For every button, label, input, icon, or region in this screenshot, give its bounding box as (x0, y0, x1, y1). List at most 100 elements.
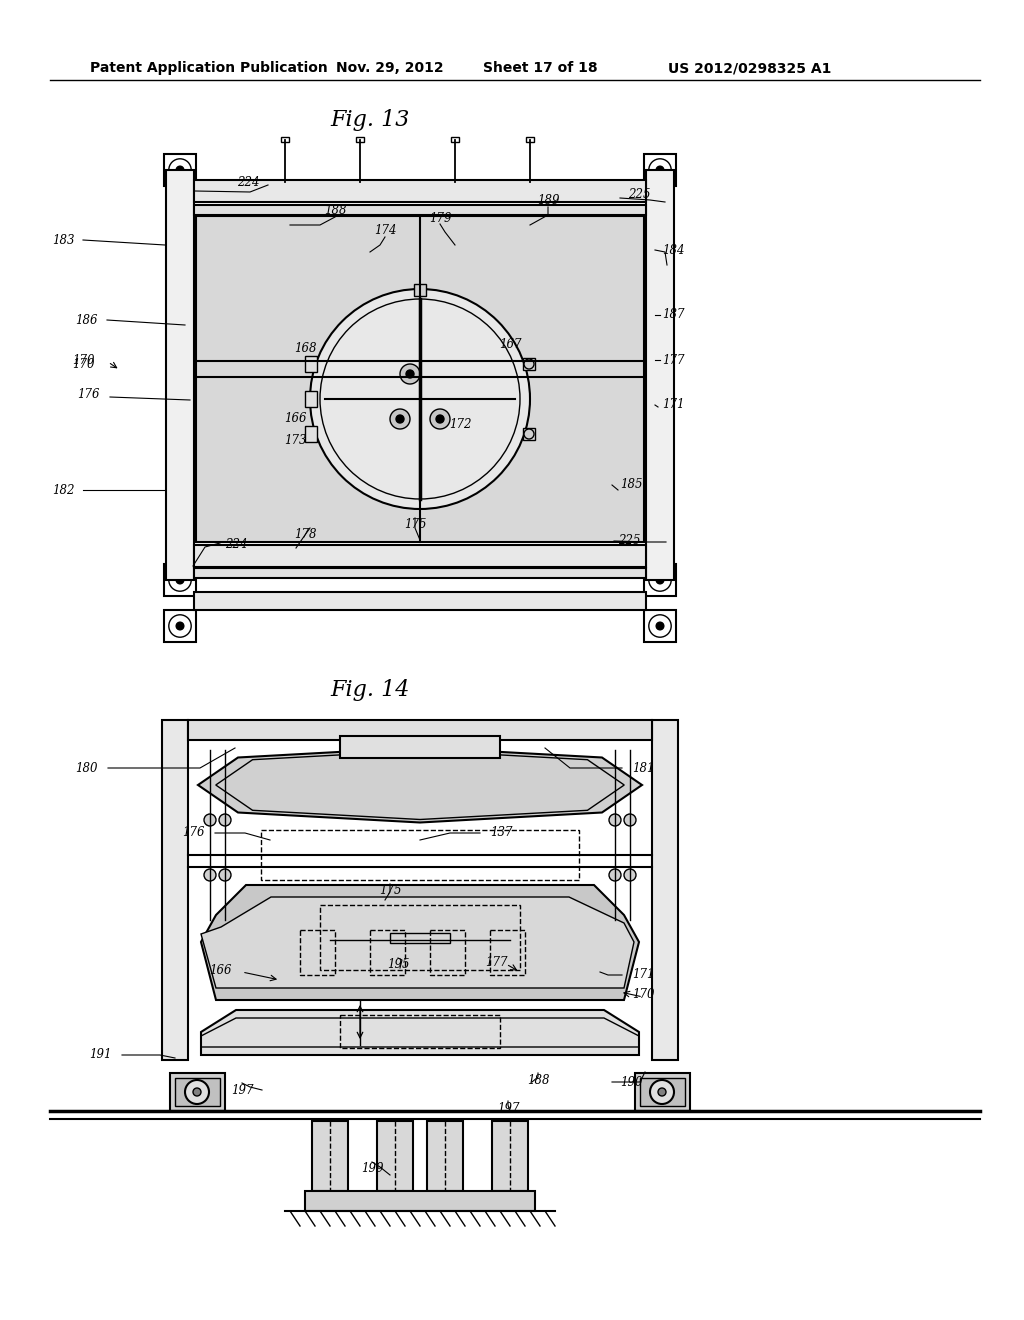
Bar (281, 137, 289, 143)
Text: 184: 184 (662, 243, 684, 256)
Circle shape (193, 1088, 201, 1096)
Circle shape (624, 814, 636, 826)
Text: Patent Application Publication: Patent Application Publication (90, 61, 328, 75)
Text: 191: 191 (89, 1048, 112, 1061)
Bar (305, 426, 317, 442)
Text: 188: 188 (324, 203, 346, 216)
Bar (194, 568, 646, 578)
Text: 170: 170 (73, 359, 95, 371)
Text: 175: 175 (403, 519, 426, 532)
Text: 171: 171 (662, 399, 684, 412)
Bar (300, 931, 335, 975)
Text: 167: 167 (499, 338, 521, 351)
Text: 175: 175 (379, 883, 401, 896)
Circle shape (185, 1080, 209, 1104)
Polygon shape (198, 747, 642, 822)
Bar (319, 906, 520, 970)
Text: 177: 177 (484, 956, 507, 969)
Bar (194, 545, 646, 568)
Bar (644, 564, 676, 597)
Bar (640, 1078, 685, 1106)
Bar (377, 1121, 413, 1191)
Circle shape (524, 359, 534, 370)
Circle shape (219, 814, 231, 826)
Bar (162, 719, 188, 1060)
Text: 190: 190 (620, 1076, 642, 1089)
Text: 225: 225 (628, 189, 650, 202)
Bar (170, 1073, 225, 1111)
Text: 183: 183 (52, 234, 75, 247)
Text: 166: 166 (210, 964, 232, 977)
Text: US 2012/0298325 A1: US 2012/0298325 A1 (669, 61, 831, 75)
Text: 225: 225 (618, 533, 640, 546)
Bar (305, 356, 317, 372)
Circle shape (406, 370, 414, 378)
Text: 185: 185 (620, 479, 642, 491)
Bar (188, 719, 652, 741)
Bar (492, 1121, 528, 1191)
Bar (340, 1015, 500, 1048)
Circle shape (656, 622, 664, 630)
Circle shape (656, 576, 664, 583)
Text: 182: 182 (52, 483, 75, 496)
Circle shape (176, 166, 184, 174)
Bar (194, 180, 646, 202)
Bar (164, 154, 196, 186)
Text: 181: 181 (632, 762, 654, 775)
Text: 170: 170 (73, 354, 95, 367)
Bar (646, 170, 674, 579)
Bar (430, 931, 465, 975)
Text: 168: 168 (294, 342, 316, 355)
Text: 180: 180 (76, 762, 98, 775)
Bar (451, 137, 459, 143)
Bar (427, 1121, 463, 1191)
Text: 174: 174 (374, 223, 396, 236)
Text: 171: 171 (632, 969, 654, 982)
Bar (261, 830, 579, 880)
Text: 172: 172 (449, 418, 471, 432)
Bar (652, 719, 678, 1060)
Text: 166: 166 (284, 412, 306, 425)
Text: Nov. 29, 2012: Nov. 29, 2012 (336, 61, 443, 75)
Text: 188: 188 (526, 1073, 549, 1086)
Text: 224: 224 (238, 177, 260, 190)
Circle shape (430, 409, 450, 429)
Polygon shape (201, 1010, 639, 1055)
Bar (390, 933, 450, 942)
Text: 177: 177 (662, 354, 684, 367)
Bar (526, 137, 534, 143)
Circle shape (390, 409, 410, 429)
Bar (196, 216, 644, 543)
Circle shape (609, 869, 621, 880)
Circle shape (609, 814, 621, 826)
Circle shape (176, 622, 184, 630)
Bar (305, 1191, 535, 1210)
Text: 197: 197 (497, 1101, 519, 1114)
Circle shape (400, 364, 420, 384)
Text: Fig. 13: Fig. 13 (331, 110, 410, 131)
Text: 173: 173 (284, 433, 306, 446)
Bar (175, 1078, 220, 1106)
Circle shape (219, 869, 231, 880)
Bar (340, 735, 500, 758)
Text: 199: 199 (360, 1162, 383, 1175)
Bar (414, 284, 426, 296)
Bar (523, 428, 535, 440)
Bar (312, 1121, 348, 1191)
Circle shape (176, 576, 184, 583)
Text: 224: 224 (225, 539, 248, 552)
Text: 137: 137 (490, 825, 512, 838)
Text: 178: 178 (294, 528, 316, 541)
Text: 176: 176 (78, 388, 100, 401)
Text: Sheet 17 of 18: Sheet 17 of 18 (482, 61, 597, 75)
Circle shape (436, 414, 444, 422)
Bar (490, 931, 525, 975)
Text: Fig. 14: Fig. 14 (331, 678, 410, 701)
Polygon shape (201, 898, 634, 987)
Text: 195: 195 (387, 958, 410, 972)
Bar (194, 205, 646, 215)
Bar (635, 1073, 690, 1111)
Bar (164, 610, 196, 642)
Text: 189: 189 (537, 194, 559, 206)
Bar (305, 391, 317, 407)
